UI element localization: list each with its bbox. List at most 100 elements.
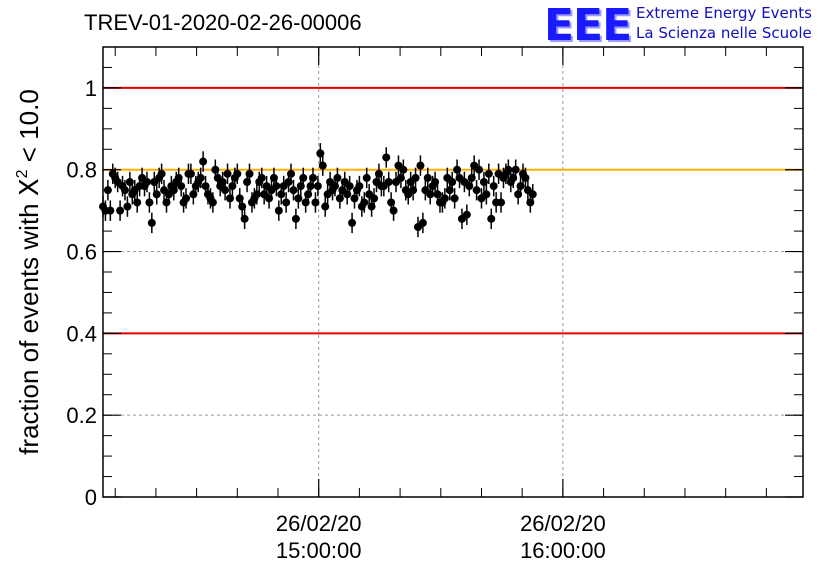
data-point — [252, 184, 261, 205]
marker — [287, 169, 296, 178]
reference-lines — [103, 86, 803, 335]
data-point — [516, 175, 525, 197]
data-point — [177, 175, 186, 197]
marker — [467, 173, 476, 182]
marker — [399, 165, 408, 174]
data-point — [196, 167, 205, 189]
data-point — [370, 188, 379, 209]
marker — [497, 198, 506, 207]
marker — [382, 153, 391, 162]
data-points — [99, 143, 537, 238]
eee-logo: EEE Extreme Energy Events La Scienza nel… — [540, 0, 830, 51]
data-point — [245, 163, 254, 185]
data-point — [462, 204, 471, 225]
marker — [472, 186, 481, 195]
data-point — [348, 212, 357, 234]
marker — [355, 182, 364, 191]
marker — [479, 178, 488, 186]
marker — [333, 173, 342, 182]
data-point — [313, 175, 322, 197]
data-point — [399, 159, 408, 180]
axis-ticks — [103, 46, 803, 498]
data-point — [467, 167, 476, 189]
data-point — [418, 212, 427, 234]
marker — [225, 194, 234, 203]
marker — [511, 165, 520, 174]
data-point — [355, 175, 364, 197]
marker — [528, 190, 537, 199]
data-point — [221, 179, 230, 201]
marker — [116, 206, 125, 215]
marker — [186, 169, 195, 178]
data-point — [360, 192, 369, 213]
marker — [345, 182, 354, 191]
marker — [299, 173, 308, 182]
data-point — [145, 192, 154, 213]
data-point — [182, 188, 191, 209]
marker — [374, 169, 383, 178]
marker — [416, 161, 425, 170]
marker — [318, 161, 327, 170]
y-tick-labels: 0 0.2 0.4 0.6 0.8 1 — [66, 76, 97, 510]
marker — [418, 218, 427, 227]
data-point — [374, 163, 383, 185]
data-point — [475, 159, 484, 180]
data-point — [423, 167, 432, 189]
data-point — [125, 171, 134, 193]
marker — [389, 206, 398, 215]
data-point — [223, 163, 232, 185]
data-point — [489, 175, 498, 197]
data-point — [225, 188, 234, 209]
marker — [145, 198, 154, 207]
data-point — [289, 179, 298, 201]
data-point — [240, 208, 249, 230]
x-tick-label-date: 26/02/20 — [276, 511, 362, 536]
marker — [521, 173, 530, 182]
data-point — [479, 171, 488, 193]
data-point — [409, 179, 418, 201]
data-point — [152, 184, 161, 205]
y-axis-label-threshold: < 10.0 — [14, 89, 44, 169]
data-point — [333, 167, 342, 189]
marker — [147, 218, 156, 227]
marker — [321, 202, 330, 211]
data-point — [299, 167, 308, 189]
marker — [182, 194, 191, 203]
data-point — [504, 159, 513, 180]
marker — [448, 178, 457, 186]
marker — [294, 194, 303, 203]
marker — [423, 173, 432, 182]
y-tick-label: 0.8 — [66, 158, 97, 183]
data-point — [440, 188, 449, 209]
marker — [245, 169, 254, 178]
data-point — [384, 171, 393, 193]
marker — [252, 190, 261, 199]
data-point — [287, 163, 296, 185]
data-point — [450, 188, 459, 209]
marker — [257, 173, 266, 182]
data-point — [274, 200, 283, 221]
marker — [384, 178, 393, 186]
data-point — [291, 208, 300, 230]
data-point — [362, 167, 371, 189]
data-point — [389, 200, 398, 221]
data-point — [157, 163, 166, 185]
y-tick-label: 0.4 — [66, 321, 97, 346]
marker — [475, 165, 484, 174]
data-point — [497, 192, 506, 213]
data-point — [309, 167, 317, 189]
data-point — [487, 208, 496, 230]
data-point — [382, 147, 391, 168]
plot-frame — [102, 46, 804, 498]
data-point — [238, 196, 247, 217]
data-point — [116, 200, 125, 221]
marker — [482, 190, 491, 199]
y-tick-label: 1 — [85, 76, 97, 101]
marker — [348, 218, 357, 227]
data-point — [133, 192, 142, 213]
data-point — [257, 167, 266, 189]
marker — [450, 194, 459, 203]
data-point — [482, 184, 491, 205]
data-point — [272, 175, 281, 197]
